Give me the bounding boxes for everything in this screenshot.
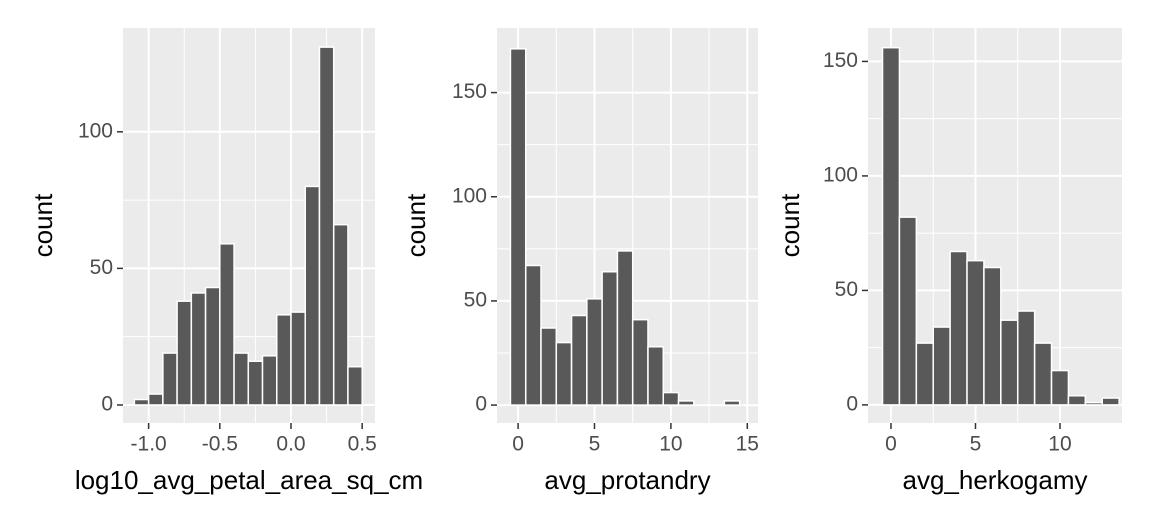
bar: [162, 352, 178, 406]
bar: [540, 327, 558, 406]
bar: [524, 264, 542, 406]
bar: [190, 292, 207, 406]
y-tick-label: 0: [101, 393, 113, 416]
x-tick-label: 0.5: [348, 433, 377, 456]
bar: [647, 346, 665, 406]
y-tick-label: 0: [475, 393, 487, 416]
y-tick-label: 100: [823, 163, 858, 186]
y-tick-label: 100: [78, 119, 113, 142]
bar: [261, 355, 278, 406]
bar: [1050, 369, 1070, 406]
x-axis-title: avg_herkogamy: [903, 465, 1088, 495]
bar: [932, 326, 951, 406]
bar: [318, 46, 335, 406]
bar: [966, 259, 985, 406]
bar: [219, 243, 235, 406]
x-tick-label: 15: [736, 433, 759, 456]
bar: [133, 398, 150, 406]
bar: [601, 271, 619, 406]
bar: [881, 46, 901, 406]
bar: [204, 286, 221, 406]
y-tick-label: 50: [835, 278, 858, 301]
y-tick-label: 0: [846, 392, 858, 415]
bar: [662, 391, 680, 406]
bar: [1016, 310, 1036, 406]
y-tick-label: 100: [452, 184, 487, 207]
bar: [1033, 342, 1053, 406]
x-tick-label: 0: [512, 433, 524, 456]
y-tick-label: 50: [464, 288, 487, 311]
bar: [233, 352, 250, 406]
bar: [247, 360, 264, 406]
bar: [898, 216, 918, 406]
x-tick-label: 0: [885, 433, 897, 456]
x-tick-label: 5: [970, 433, 982, 456]
bar: [915, 342, 934, 406]
x-tick-label: 10: [659, 433, 682, 456]
bar: [332, 223, 349, 406]
bar: [147, 393, 164, 406]
x-tick-label: 10: [1048, 433, 1071, 456]
x-tick-label: -1.0: [131, 433, 167, 456]
y-tick-label: 150: [823, 49, 858, 72]
bar: [276, 314, 292, 406]
bar: [949, 250, 968, 406]
bar: [1084, 401, 1103, 406]
x-tick-label: 5: [589, 433, 601, 456]
bar: [347, 365, 363, 406]
bar: [586, 298, 603, 406]
y-axis-title: count: [401, 193, 431, 257]
bar: [509, 48, 527, 406]
y-axis-title: count: [28, 193, 58, 257]
bar: [983, 266, 1002, 406]
bar: [677, 400, 695, 406]
bar: [631, 318, 649, 406]
bar: [1067, 395, 1087, 406]
x-tick-label: 0.0: [276, 433, 305, 456]
x-axis-title: avg_protandry: [544, 465, 710, 495]
y-tick-label: 150: [452, 80, 487, 103]
bar: [723, 400, 741, 406]
x-axis-title: log10_avg_petal_area_sq_cm: [75, 465, 423, 495]
bar: [1000, 319, 1019, 406]
bar: [304, 185, 321, 406]
y-axis-title: count: [775, 193, 805, 257]
bar: [616, 250, 634, 406]
y-tick-label: 50: [90, 256, 113, 279]
bar: [176, 300, 193, 406]
bar: [570, 314, 588, 406]
x-tick-label: -0.5: [202, 433, 238, 456]
bar: [555, 341, 573, 406]
bar: [290, 311, 306, 406]
bar: [1101, 397, 1120, 406]
